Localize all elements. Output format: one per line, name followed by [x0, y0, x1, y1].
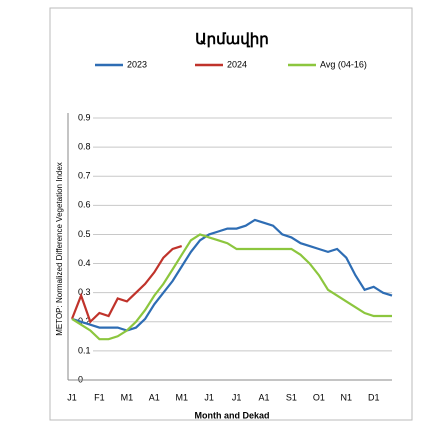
frame	[49, 7, 413, 421]
y-tick-label: 0.2	[78, 316, 91, 326]
legend-label: 2024	[227, 59, 247, 69]
series-line	[71, 218, 393, 332]
y-tick-label: 0.6	[78, 200, 91, 210]
x-tick-label: F1	[94, 392, 105, 402]
x-tick-label: A1	[149, 392, 160, 402]
x-axis-label: Month and Dekad	[194, 410, 269, 420]
y-tick-label: 0	[78, 374, 83, 384]
x-tick-label: J1	[232, 392, 242, 402]
y-tick-label: 0.8	[78, 141, 91, 151]
y-tick-label: 0.3	[78, 287, 91, 297]
x-tick-label: S1	[286, 392, 297, 402]
y-tick-label: 0.4	[78, 258, 91, 268]
legend-label: 2023	[127, 59, 147, 69]
chart-title: Արմավիր	[195, 31, 269, 48]
x-tick-label: J1	[204, 392, 214, 402]
x-tick-label: O1	[313, 392, 325, 402]
x-tick-label: N1	[341, 392, 353, 402]
y-tick-label: 0.7	[78, 171, 91, 181]
y-axis-label: METOP: Normalized Difference Vegetation …	[55, 162, 64, 336]
series-line	[71, 233, 392, 341]
y-tick-label: 0.9	[78, 112, 91, 122]
x-tick-label: J1	[67, 392, 77, 402]
x-tick-label: M1	[121, 392, 134, 402]
series-line	[70, 245, 183, 324]
y-tick-label: 0.1	[78, 345, 91, 355]
x-tick-label: A1	[258, 392, 269, 402]
legend-label: Avg (04-16)	[320, 59, 367, 69]
y-tick-label: 0.5	[78, 229, 91, 239]
x-tick-label: D1	[368, 392, 380, 402]
x-tick-label: M1	[175, 392, 188, 402]
